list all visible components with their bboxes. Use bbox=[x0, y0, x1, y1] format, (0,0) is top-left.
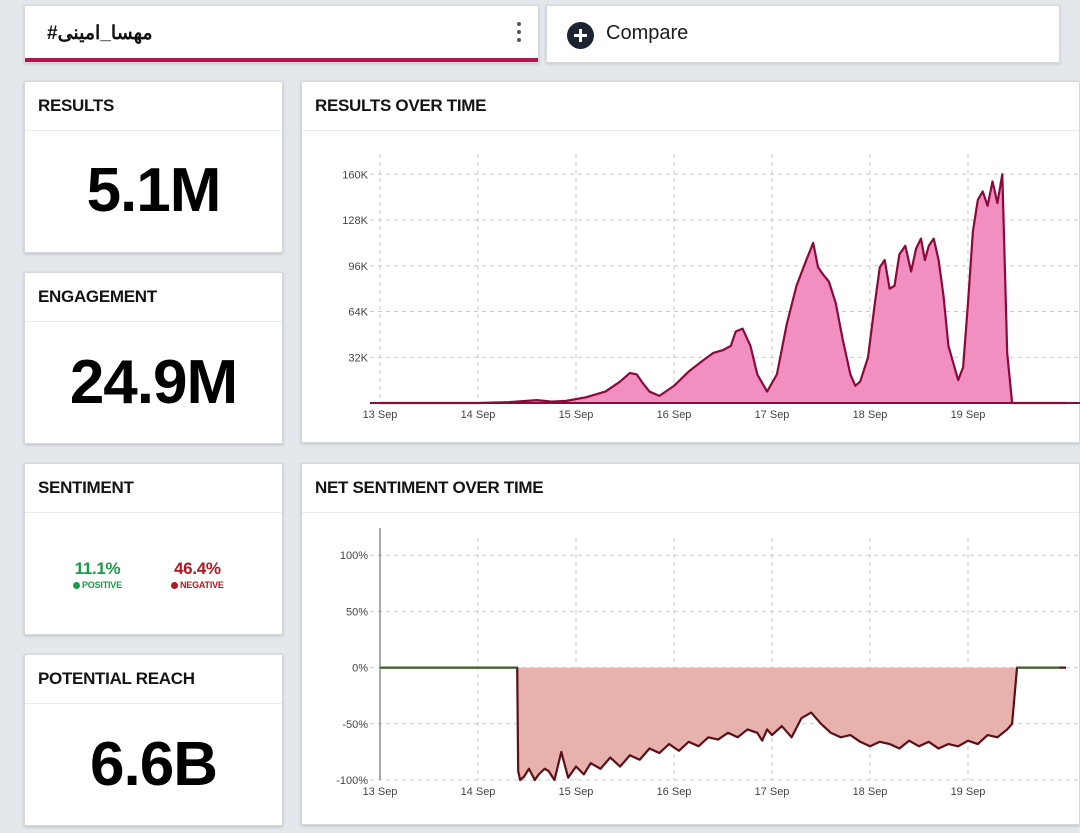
x-tick-label: 19 Sep bbox=[951, 786, 986, 798]
divider bbox=[302, 512, 1079, 513]
series-line bbox=[380, 666, 1066, 782]
results-title: RESULTS bbox=[38, 96, 114, 115]
reach-card: POTENTIAL REACH 6.6B bbox=[24, 654, 283, 826]
negative-dot-icon bbox=[171, 582, 178, 589]
series-area bbox=[380, 174, 1066, 403]
reach-value: 6.6B bbox=[90, 730, 218, 799]
series-line bbox=[380, 173, 1066, 405]
y-tick-label: 50% bbox=[346, 606, 368, 618]
net-sentiment-card: NET SENTIMENT OVER TIME 13 Sep 14 Sep 15 S… bbox=[301, 463, 1080, 825]
y-tick-label: 96K bbox=[348, 261, 368, 273]
positive-label: POSITIVE bbox=[73, 580, 122, 590]
x-tick-label: 19 Sep bbox=[951, 409, 986, 421]
compare-label: Compare bbox=[606, 22, 689, 44]
negative-label: NEGATIVE bbox=[171, 580, 224, 590]
results-card: RESULTS 5.1M bbox=[24, 81, 283, 253]
plus-circle-icon bbox=[567, 22, 594, 49]
sentiment-title: SENTIMENT bbox=[38, 478, 134, 497]
search-tab[interactable]: #مهسا_امینی bbox=[24, 5, 539, 63]
sentiment-chart-title: NET SENTIMENT OVER TIME bbox=[315, 478, 544, 497]
x-tick-label: 18 Sep bbox=[853, 409, 888, 421]
positive-dot-icon bbox=[73, 582, 80, 589]
positive-value: 11.1% bbox=[74, 559, 121, 578]
y-tick-label: 32K bbox=[348, 352, 368, 364]
y-tick-label: 128K bbox=[342, 215, 368, 227]
engagement-title: ENGAGEMENT bbox=[38, 287, 157, 306]
x-tick-label: 14 Sep bbox=[461, 409, 496, 421]
series-area bbox=[380, 667, 1066, 780]
x-tick-label: 17 Sep bbox=[755, 786, 790, 798]
negative-value: 46.4% bbox=[174, 559, 221, 578]
divider bbox=[25, 130, 282, 131]
positive-stat: 11.1% POSITIVE bbox=[73, 559, 122, 590]
x-tick-label: 14 Sep bbox=[461, 786, 496, 798]
negative-label-text: NEGATIVE bbox=[180, 580, 224, 590]
x-tick-label: 13 Sep bbox=[363, 786, 398, 798]
active-tab-underline bbox=[25, 58, 538, 62]
x-tick-label: 18 Sep bbox=[853, 786, 888, 798]
y-tick-label: 64K bbox=[348, 307, 368, 319]
y-tick-label: 0% bbox=[352, 663, 368, 675]
more-options-icon[interactable] bbox=[516, 22, 522, 44]
search-query: #مهسا_امینی bbox=[47, 23, 153, 44]
x-tick-label: 17 Sep bbox=[755, 409, 790, 421]
y-tick-label: -50% bbox=[342, 719, 368, 731]
x-tick-label: 15 Sep bbox=[559, 409, 594, 421]
sentiment-card: SENTIMENT 11.1% POSITIVE 46.4% NEGATIVE bbox=[24, 463, 283, 635]
results-chart-title: RESULTS OVER TIME bbox=[315, 96, 487, 115]
positive-label-text: POSITIVE bbox=[82, 580, 122, 590]
compare-button[interactable]: Compare bbox=[546, 5, 1060, 63]
net-sentiment-chart: 13 Sep 14 Sep 15 Sep 16 Sep 17 Sep 18 Sep 19 S… bbox=[336, 528, 1080, 798]
results-over-time-chart: 13 Sep 14 Sep 15 Sep 16 Sep 17 Sep 18 Sep 19 S… bbox=[342, 154, 1080, 421]
x-tick-label: 16 Sep bbox=[657, 786, 692, 798]
divider bbox=[25, 512, 282, 513]
divider bbox=[302, 130, 1079, 131]
x-tick-label: 13 Sep bbox=[363, 409, 398, 421]
y-tick-label: 160K bbox=[342, 169, 368, 181]
engagement-value: 24.9M bbox=[69, 348, 238, 417]
engagement-card: ENGAGEMENT 24.9M bbox=[24, 272, 283, 444]
divider bbox=[25, 321, 282, 322]
y-tick-label: 100% bbox=[340, 550, 368, 562]
x-tick-label: 15 Sep bbox=[559, 786, 594, 798]
x-tick-label: 16 Sep bbox=[657, 409, 692, 421]
reach-title: POTENTIAL REACH bbox=[38, 669, 195, 688]
results-value: 5.1M bbox=[86, 156, 222, 225]
results-over-time-card: RESULTS OVER TIME 13 Sep 14 Sep 15 Sep 16 S… bbox=[301, 81, 1080, 443]
negative-stat: 46.4% NEGATIVE bbox=[171, 559, 224, 590]
divider bbox=[25, 703, 282, 704]
y-tick-label: -100% bbox=[336, 775, 368, 787]
